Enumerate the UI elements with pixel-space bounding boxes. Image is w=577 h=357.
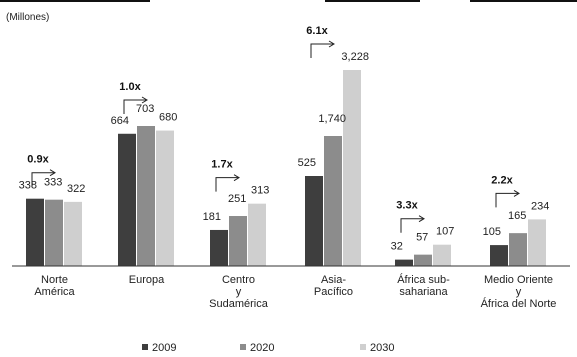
growth-label-0: 0.9x <box>27 154 49 166</box>
value-label-2-2030: 313 <box>251 185 269 197</box>
growth-arrow-4 <box>400 218 423 233</box>
growth-label-2: 1.7x <box>211 159 233 171</box>
growth-label-3: 6.1x <box>306 25 328 37</box>
value-label-1-2009: 664 <box>111 115 129 127</box>
bar-2-2030 <box>248 203 266 266</box>
category-label-2-2: Sudamérica <box>209 298 269 310</box>
value-label-5-2009: 105 <box>483 226 501 238</box>
growth-arrow-5 <box>495 192 518 208</box>
bar-1-2009 <box>118 133 136 266</box>
bar-0-2020 <box>45 199 63 266</box>
growth-label-5: 2.2x <box>491 174 513 186</box>
bar-4-2030 <box>433 244 451 266</box>
value-label-5-2020: 165 <box>508 210 526 222</box>
legend-swatch-2020 <box>240 344 246 350</box>
bar-1-2020 <box>137 126 155 266</box>
category-label-3-0: Asia- <box>321 274 346 286</box>
category-label-5-2: África del Norte <box>481 297 557 310</box>
growth-label-1: 1.0x <box>119 81 141 93</box>
category-label-5-1: y <box>516 286 522 298</box>
growth-arrowhead-3 <box>328 40 335 48</box>
bar-3-2030 <box>343 70 361 266</box>
category-label-1-0: Europa <box>129 274 165 286</box>
value-label-4-2009: 32 <box>391 241 403 253</box>
growth-arrow-2 <box>215 177 238 192</box>
value-label-0-2020: 333 <box>44 177 62 189</box>
category-label-4-1: sahariana <box>399 286 448 298</box>
bar-2-2009 <box>210 229 228 266</box>
category-label-5-0: Medio Oriente <box>484 274 553 286</box>
bar-5-2030 <box>528 219 546 266</box>
value-label-4-2030: 107 <box>436 226 454 238</box>
bar-3-2009 <box>305 176 323 266</box>
growth-label-4: 3.3x <box>396 200 418 212</box>
bar-5-2020 <box>509 233 527 266</box>
legend-label-2020: 2020 <box>250 342 274 354</box>
bar-4-2009 <box>395 259 413 266</box>
unit-label: (Millones) <box>6 12 49 23</box>
value-label-2-2020: 251 <box>228 193 246 205</box>
legend: 2009 2020 2030 <box>142 342 394 354</box>
value-label-0-2030: 322 <box>67 183 85 195</box>
value-label-1-2020: 703 <box>136 103 154 115</box>
value-label-3-2020: 1,740 <box>318 113 346 125</box>
category-label-0-1: América <box>34 286 75 298</box>
growth-arrowhead-1 <box>141 96 148 104</box>
category-label-2-0: Centro <box>222 274 255 286</box>
category-label-2-1: y <box>236 286 242 298</box>
growth-arrow-1 <box>123 99 146 114</box>
bar-5-2009 <box>490 245 508 266</box>
value-label-4-2020: 57 <box>416 232 428 244</box>
growth-arrow-0 <box>31 172 54 187</box>
bar-1-2030 <box>156 130 174 266</box>
legend-label-2009: 2009 <box>152 342 176 354</box>
value-label-0-2009: 338 <box>19 180 37 192</box>
bars-layer <box>26 70 546 266</box>
category-label-0-0: Norte <box>41 274 68 286</box>
top-rule-left <box>0 0 150 2</box>
growth-arrowhead-5 <box>513 189 520 197</box>
growth-arrow-3 <box>310 43 333 58</box>
growth-arrowhead-0 <box>49 169 56 177</box>
growth-arrowhead-2 <box>233 174 240 182</box>
legend-swatch-2030 <box>360 344 366 350</box>
labels-layer: 338 333 322 0.9x 664 703 680 1.0x 181 251 313 1.7x 5… <box>19 25 550 253</box>
legend-swatch-2009 <box>142 344 148 350</box>
value-label-3-2009: 525 <box>298 157 316 169</box>
bar-3-2020 <box>324 136 342 266</box>
bar-2-2020 <box>229 216 247 266</box>
value-label-1-2030: 680 <box>159 112 177 124</box>
top-rule-right <box>470 0 577 2</box>
bar-4-2020 <box>414 254 432 266</box>
legend-label-2030: 2030 <box>370 342 394 354</box>
bar-0-2009 <box>26 198 44 266</box>
value-label-2-2009: 181 <box>203 211 221 223</box>
category-label-3-1: Pacífico <box>314 286 353 298</box>
value-label-5-2030: 234 <box>531 200 549 212</box>
top-rule-mid <box>325 0 420 2</box>
bar-0-2030 <box>64 201 82 266</box>
growth-arrowhead-4 <box>418 215 425 223</box>
category-label-4-0: África sub- <box>397 273 450 286</box>
value-label-3-2030: 3,228 <box>341 51 369 63</box>
